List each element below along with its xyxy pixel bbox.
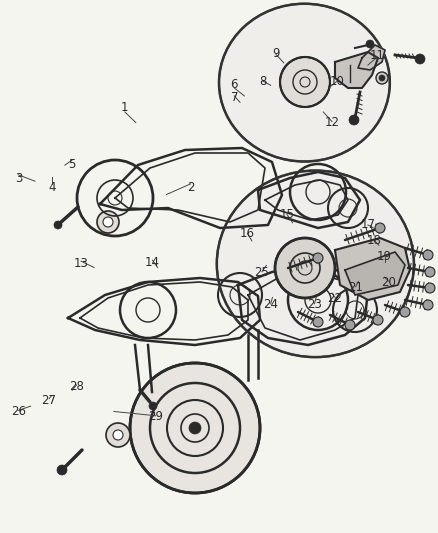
Text: 10: 10 xyxy=(330,75,345,87)
Text: 4: 4 xyxy=(48,181,56,194)
Text: 20: 20 xyxy=(381,276,396,289)
Text: 11: 11 xyxy=(369,50,384,62)
Circle shape xyxy=(415,54,425,64)
Text: 27: 27 xyxy=(42,394,57,407)
Text: 17: 17 xyxy=(360,219,375,231)
Ellipse shape xyxy=(217,171,414,357)
Ellipse shape xyxy=(219,4,390,161)
Circle shape xyxy=(373,315,383,325)
Text: 22: 22 xyxy=(328,292,343,305)
Polygon shape xyxy=(335,52,378,88)
Text: 26: 26 xyxy=(11,405,26,418)
Circle shape xyxy=(425,267,435,277)
Circle shape xyxy=(291,89,303,101)
Text: 3: 3 xyxy=(15,172,22,185)
Text: 13: 13 xyxy=(74,257,88,270)
Text: 21: 21 xyxy=(348,281,363,294)
Text: 14: 14 xyxy=(145,256,160,269)
Polygon shape xyxy=(358,45,385,70)
Circle shape xyxy=(375,223,385,233)
Text: 28: 28 xyxy=(69,380,84,393)
Text: 29: 29 xyxy=(148,410,163,423)
Circle shape xyxy=(113,430,123,440)
Circle shape xyxy=(425,283,435,293)
Text: 5: 5 xyxy=(69,158,76,171)
Circle shape xyxy=(366,40,374,48)
Text: 8: 8 xyxy=(259,75,266,87)
Text: 6: 6 xyxy=(230,78,238,91)
Text: 18: 18 xyxy=(367,235,382,247)
Text: 7: 7 xyxy=(230,91,238,103)
Circle shape xyxy=(376,72,388,84)
Circle shape xyxy=(130,363,260,493)
Text: 2: 2 xyxy=(187,181,194,194)
Text: 19: 19 xyxy=(377,251,392,263)
Circle shape xyxy=(275,238,335,298)
Circle shape xyxy=(423,300,433,310)
Circle shape xyxy=(313,317,323,327)
Circle shape xyxy=(189,422,201,434)
Text: 1: 1 xyxy=(121,101,129,114)
Polygon shape xyxy=(345,252,405,295)
Text: 9: 9 xyxy=(272,47,280,60)
Text: 24: 24 xyxy=(263,298,278,311)
Text: 16: 16 xyxy=(240,227,255,240)
Circle shape xyxy=(400,307,410,317)
Circle shape xyxy=(103,217,113,227)
Circle shape xyxy=(313,253,323,263)
Circle shape xyxy=(280,57,330,107)
Circle shape xyxy=(57,465,67,475)
Polygon shape xyxy=(335,238,410,300)
Text: 25: 25 xyxy=(254,266,269,279)
Circle shape xyxy=(106,423,130,447)
Circle shape xyxy=(379,75,385,81)
Text: 12: 12 xyxy=(325,116,339,129)
Circle shape xyxy=(345,320,355,330)
Circle shape xyxy=(149,402,157,410)
Circle shape xyxy=(54,221,62,229)
Circle shape xyxy=(97,211,119,233)
Circle shape xyxy=(423,250,433,260)
Text: 15: 15 xyxy=(279,208,294,221)
Circle shape xyxy=(349,115,359,125)
Text: 23: 23 xyxy=(307,298,322,311)
